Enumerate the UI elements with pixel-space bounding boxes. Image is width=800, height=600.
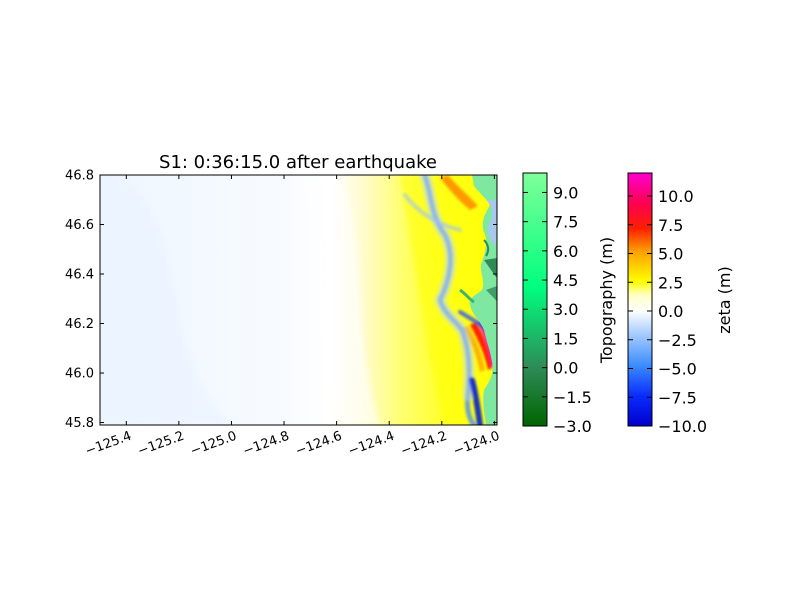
x-tick-label: −125.0 bbox=[188, 429, 238, 460]
y-tick-label: 46.2 bbox=[65, 317, 94, 332]
colorbar-tick-label: 7.5 bbox=[553, 213, 578, 232]
colorbar-tick-label: 5.0 bbox=[658, 245, 683, 264]
x-tick-label: −124.6 bbox=[294, 429, 344, 460]
colorbar-tick-label: −5.0 bbox=[658, 360, 697, 379]
colorbar-tick-label: 2.5 bbox=[658, 273, 683, 292]
colorbar-tick-label: 3.0 bbox=[553, 300, 578, 319]
x-tick-label: −125.4 bbox=[83, 429, 133, 460]
x-tick-label: −124.0 bbox=[451, 429, 501, 460]
colorbar-tick-label: 7.5 bbox=[658, 216, 683, 235]
colorbar-tick-label: −3.0 bbox=[553, 417, 592, 436]
colorbar-tick-label: 4.5 bbox=[553, 271, 578, 290]
colorbar-tick-label: 9.0 bbox=[553, 183, 578, 202]
x-tick-label: −125.2 bbox=[136, 429, 186, 460]
y-tick-label: 46.8 bbox=[65, 169, 94, 184]
plot-frame bbox=[99, 174, 498, 426]
x-tick-label: −124.4 bbox=[346, 429, 396, 460]
colorbar-tick-label: 6.0 bbox=[553, 242, 578, 261]
colorbar-tick-label: −10.0 bbox=[658, 417, 707, 436]
zeta-colorbar-label: zeta (m) bbox=[715, 266, 734, 333]
y-tick-label: 46.4 bbox=[65, 268, 94, 283]
y-tick-label: 46.6 bbox=[65, 218, 94, 233]
colorbar-tick-label: 1.5 bbox=[553, 329, 578, 348]
topography-colorbar-label: Topography (m) bbox=[597, 237, 616, 364]
colorbar-tick-label: −2.5 bbox=[658, 331, 697, 350]
colorbar-tick-label: 10.0 bbox=[658, 187, 694, 206]
colorbar-tick-label: −1.5 bbox=[553, 388, 592, 407]
y-tick-label: 46.0 bbox=[65, 367, 94, 382]
topography-colorbar-bar bbox=[522, 172, 548, 427]
x-tick-label: −124.2 bbox=[399, 429, 449, 460]
colorbar-tick-label: 0.0 bbox=[553, 359, 578, 378]
y-axis: 45.8 46.0 46.2 46.4 46.6 46.8 bbox=[65, 169, 497, 431]
x-tick-label: −124.8 bbox=[241, 429, 291, 460]
heatmap-field bbox=[100, 175, 497, 425]
zeta-colorbar-bar bbox=[627, 172, 653, 427]
zeta-colorbar: −10.0 −7.5 −5.0 −2.5 0.0 2.5 5.0 7.5 10.0 zeta (… bbox=[627, 172, 734, 436]
y-tick-label: 45.8 bbox=[65, 416, 94, 431]
colorbar-tick-label: −7.5 bbox=[658, 388, 697, 407]
colorbar-tick-label: 0.0 bbox=[658, 302, 683, 321]
land-mass bbox=[459, 175, 497, 425]
topography-colorbar: −3.0 −1.5 0.0 1.5 3.0 4.5 6.0 7.5 9.0 Topography… bbox=[522, 172, 616, 436]
chart-title: S1: 0:36:15.0 after earthquake bbox=[159, 152, 437, 173]
